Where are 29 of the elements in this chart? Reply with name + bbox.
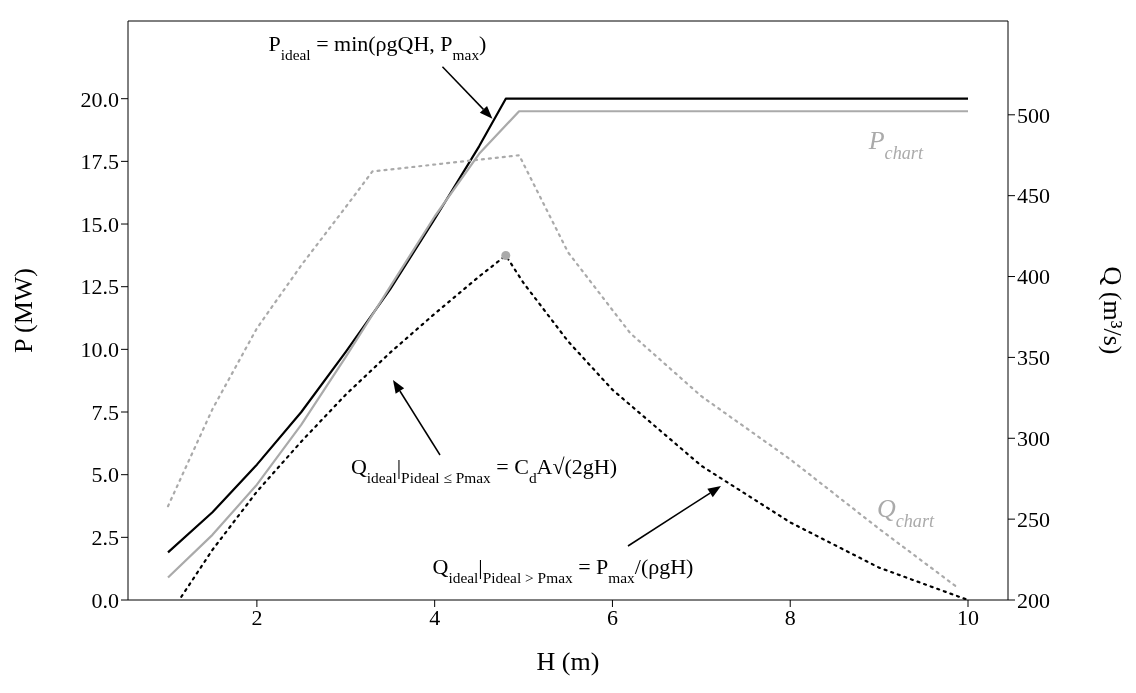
y-tick-label: 17.5: [80, 149, 119, 175]
y2-tick-label: 300: [1017, 426, 1050, 452]
y-tick-label: 15.0: [80, 211, 119, 237]
y-tick-label: 5.0: [91, 462, 119, 488]
y-tick-label: 2.5: [91, 525, 119, 551]
annotation: Q$_{ideal}$|$_{Pideal ≤ Pmax}$ = C$_{d}$A√(2gH): [350, 454, 618, 486]
x-tick-label: 8: [784, 604, 796, 630]
x-tick-label: 4: [429, 604, 441, 630]
x-tick-label: 2: [251, 604, 263, 630]
y-tick-label: 7.5: [91, 399, 119, 425]
series-label: P$_{chart}$: [867, 126, 924, 164]
y-tick-label: 0.0: [91, 587, 119, 613]
y-tick-label: 20.0: [80, 86, 119, 112]
y2-tick-label: 350: [1017, 345, 1050, 371]
y-tick-label: 12.5: [80, 274, 119, 300]
y2-tick-label: 400: [1017, 264, 1050, 290]
y2-tick-label: 200: [1017, 587, 1050, 613]
y2-axis-title: Q (m³/s): [1097, 266, 1127, 355]
y-tick-label: 10.0: [80, 337, 119, 363]
y2-tick-label: 500: [1017, 102, 1050, 128]
x-tick-label: 6: [606, 604, 618, 630]
annotation: Q$_{ideal}$|$_{Pideal > Pmax}$ = P$_{max}$/(ρgH): [432, 554, 694, 586]
annotation: P$_{ideal}$ = min(ρgQH, P$_{max}$): [268, 30, 487, 63]
y-axis-title: P (MW): [9, 268, 39, 353]
x-axis-title: H (m): [536, 647, 600, 676]
x-tick-label: 10: [957, 604, 979, 630]
y2-tick-label: 250: [1017, 506, 1050, 532]
series-label: Q$_{chart}$: [876, 493, 936, 531]
y2-tick-label: 450: [1017, 183, 1050, 209]
